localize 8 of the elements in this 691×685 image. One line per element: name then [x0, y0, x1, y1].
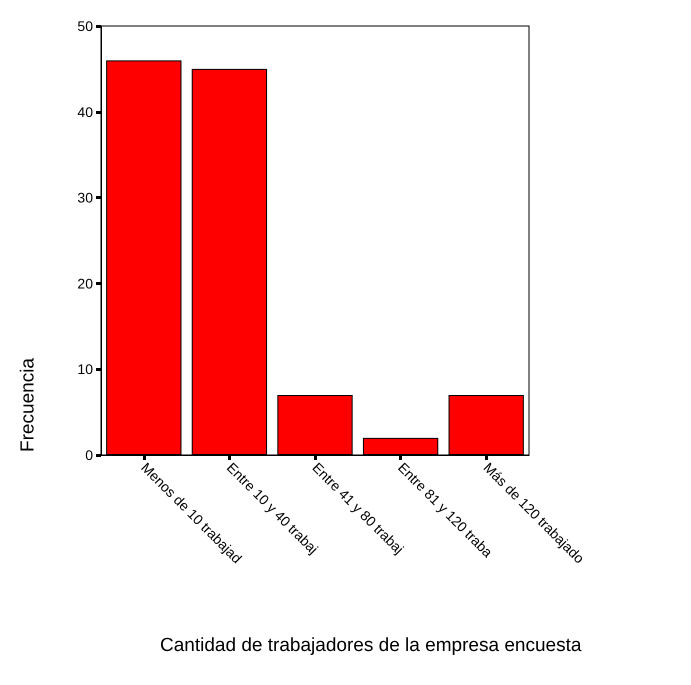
y-axis-title: Frecuencia — [18, 358, 38, 452]
y-tick-label: 40 — [77, 104, 94, 120]
y-tick-label: 20 — [77, 275, 94, 292]
y-tick-label: 50 — [77, 18, 94, 34]
y-tick-label: 30 — [77, 190, 94, 206]
x-axis-title: Cantidad de trabajadores de la empresa encuesta — [160, 635, 582, 656]
y-tick-label: 10 — [77, 361, 94, 378]
y-tick-label: 0 — [85, 447, 94, 463]
